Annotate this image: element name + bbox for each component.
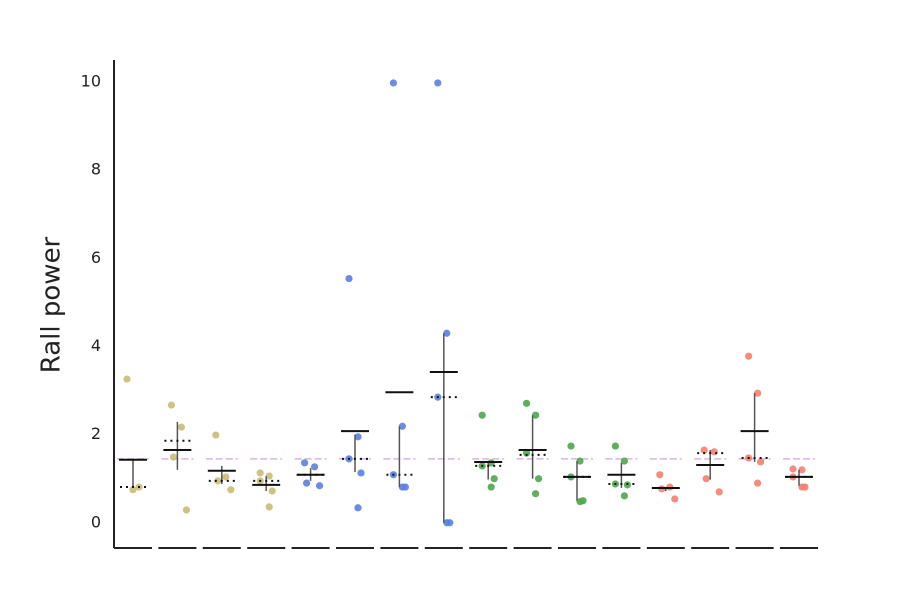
y-tick-label: 0: [91, 512, 101, 531]
data-point: [303, 479, 311, 487]
data-point: [256, 469, 264, 477]
data-point: [754, 389, 762, 397]
y-tick-label: 6: [91, 248, 101, 267]
y-tick-label: 2: [91, 424, 101, 443]
data-point: [265, 503, 273, 511]
y-tick-label: 8: [91, 160, 101, 179]
data-point: [212, 431, 220, 439]
data-point: [311, 463, 319, 471]
data-point: [268, 487, 276, 495]
data-point: [182, 506, 190, 514]
data-point: [789, 465, 797, 473]
data-point: [265, 472, 273, 480]
data-point: [611, 442, 620, 450]
data-point: [398, 422, 406, 430]
data-point: [434, 79, 442, 87]
data-point: [523, 399, 531, 407]
data-point: [214, 477, 222, 485]
data-point: [357, 469, 365, 477]
data-point: [443, 519, 451, 527]
data-point: [177, 423, 185, 431]
data-point: [576, 457, 584, 465]
data-point: [478, 411, 486, 419]
data-point: [702, 475, 710, 483]
data-point: [487, 483, 495, 491]
data-point: [345, 274, 353, 283]
data-point: [354, 433, 362, 441]
data-point: [301, 459, 309, 467]
y-tick-label: 10: [81, 72, 101, 91]
data-point: [167, 401, 175, 409]
data-point: [129, 486, 137, 494]
data-point: [443, 329, 451, 337]
y-axis-label: Rall power: [37, 236, 67, 373]
data-point: [389, 79, 397, 87]
data-point: [745, 352, 753, 360]
data-point: [754, 479, 762, 487]
data-point: [532, 490, 540, 498]
data-point: [535, 475, 543, 483]
data-point: [700, 446, 708, 454]
data-point: [798, 483, 806, 491]
data-point: [169, 453, 177, 461]
data-point: [620, 492, 629, 500]
data-point: [523, 449, 531, 457]
y-tick-label: 4: [91, 336, 101, 355]
data-point: [567, 442, 575, 450]
data-point: [490, 475, 498, 483]
data-point: [222, 473, 230, 481]
data-point: [123, 375, 131, 383]
data-point: [798, 466, 806, 474]
data-point: [757, 458, 765, 466]
data-point: [227, 486, 235, 494]
data-point: [398, 483, 406, 491]
data-point: [710, 448, 718, 456]
data-point: [656, 471, 664, 479]
data-point: [620, 457, 629, 465]
data-point: [715, 488, 723, 496]
data-point: [532, 411, 540, 419]
data-point: [576, 498, 584, 506]
data-point: [671, 495, 679, 503]
data-point: [354, 504, 362, 512]
data-point: [316, 482, 324, 490]
